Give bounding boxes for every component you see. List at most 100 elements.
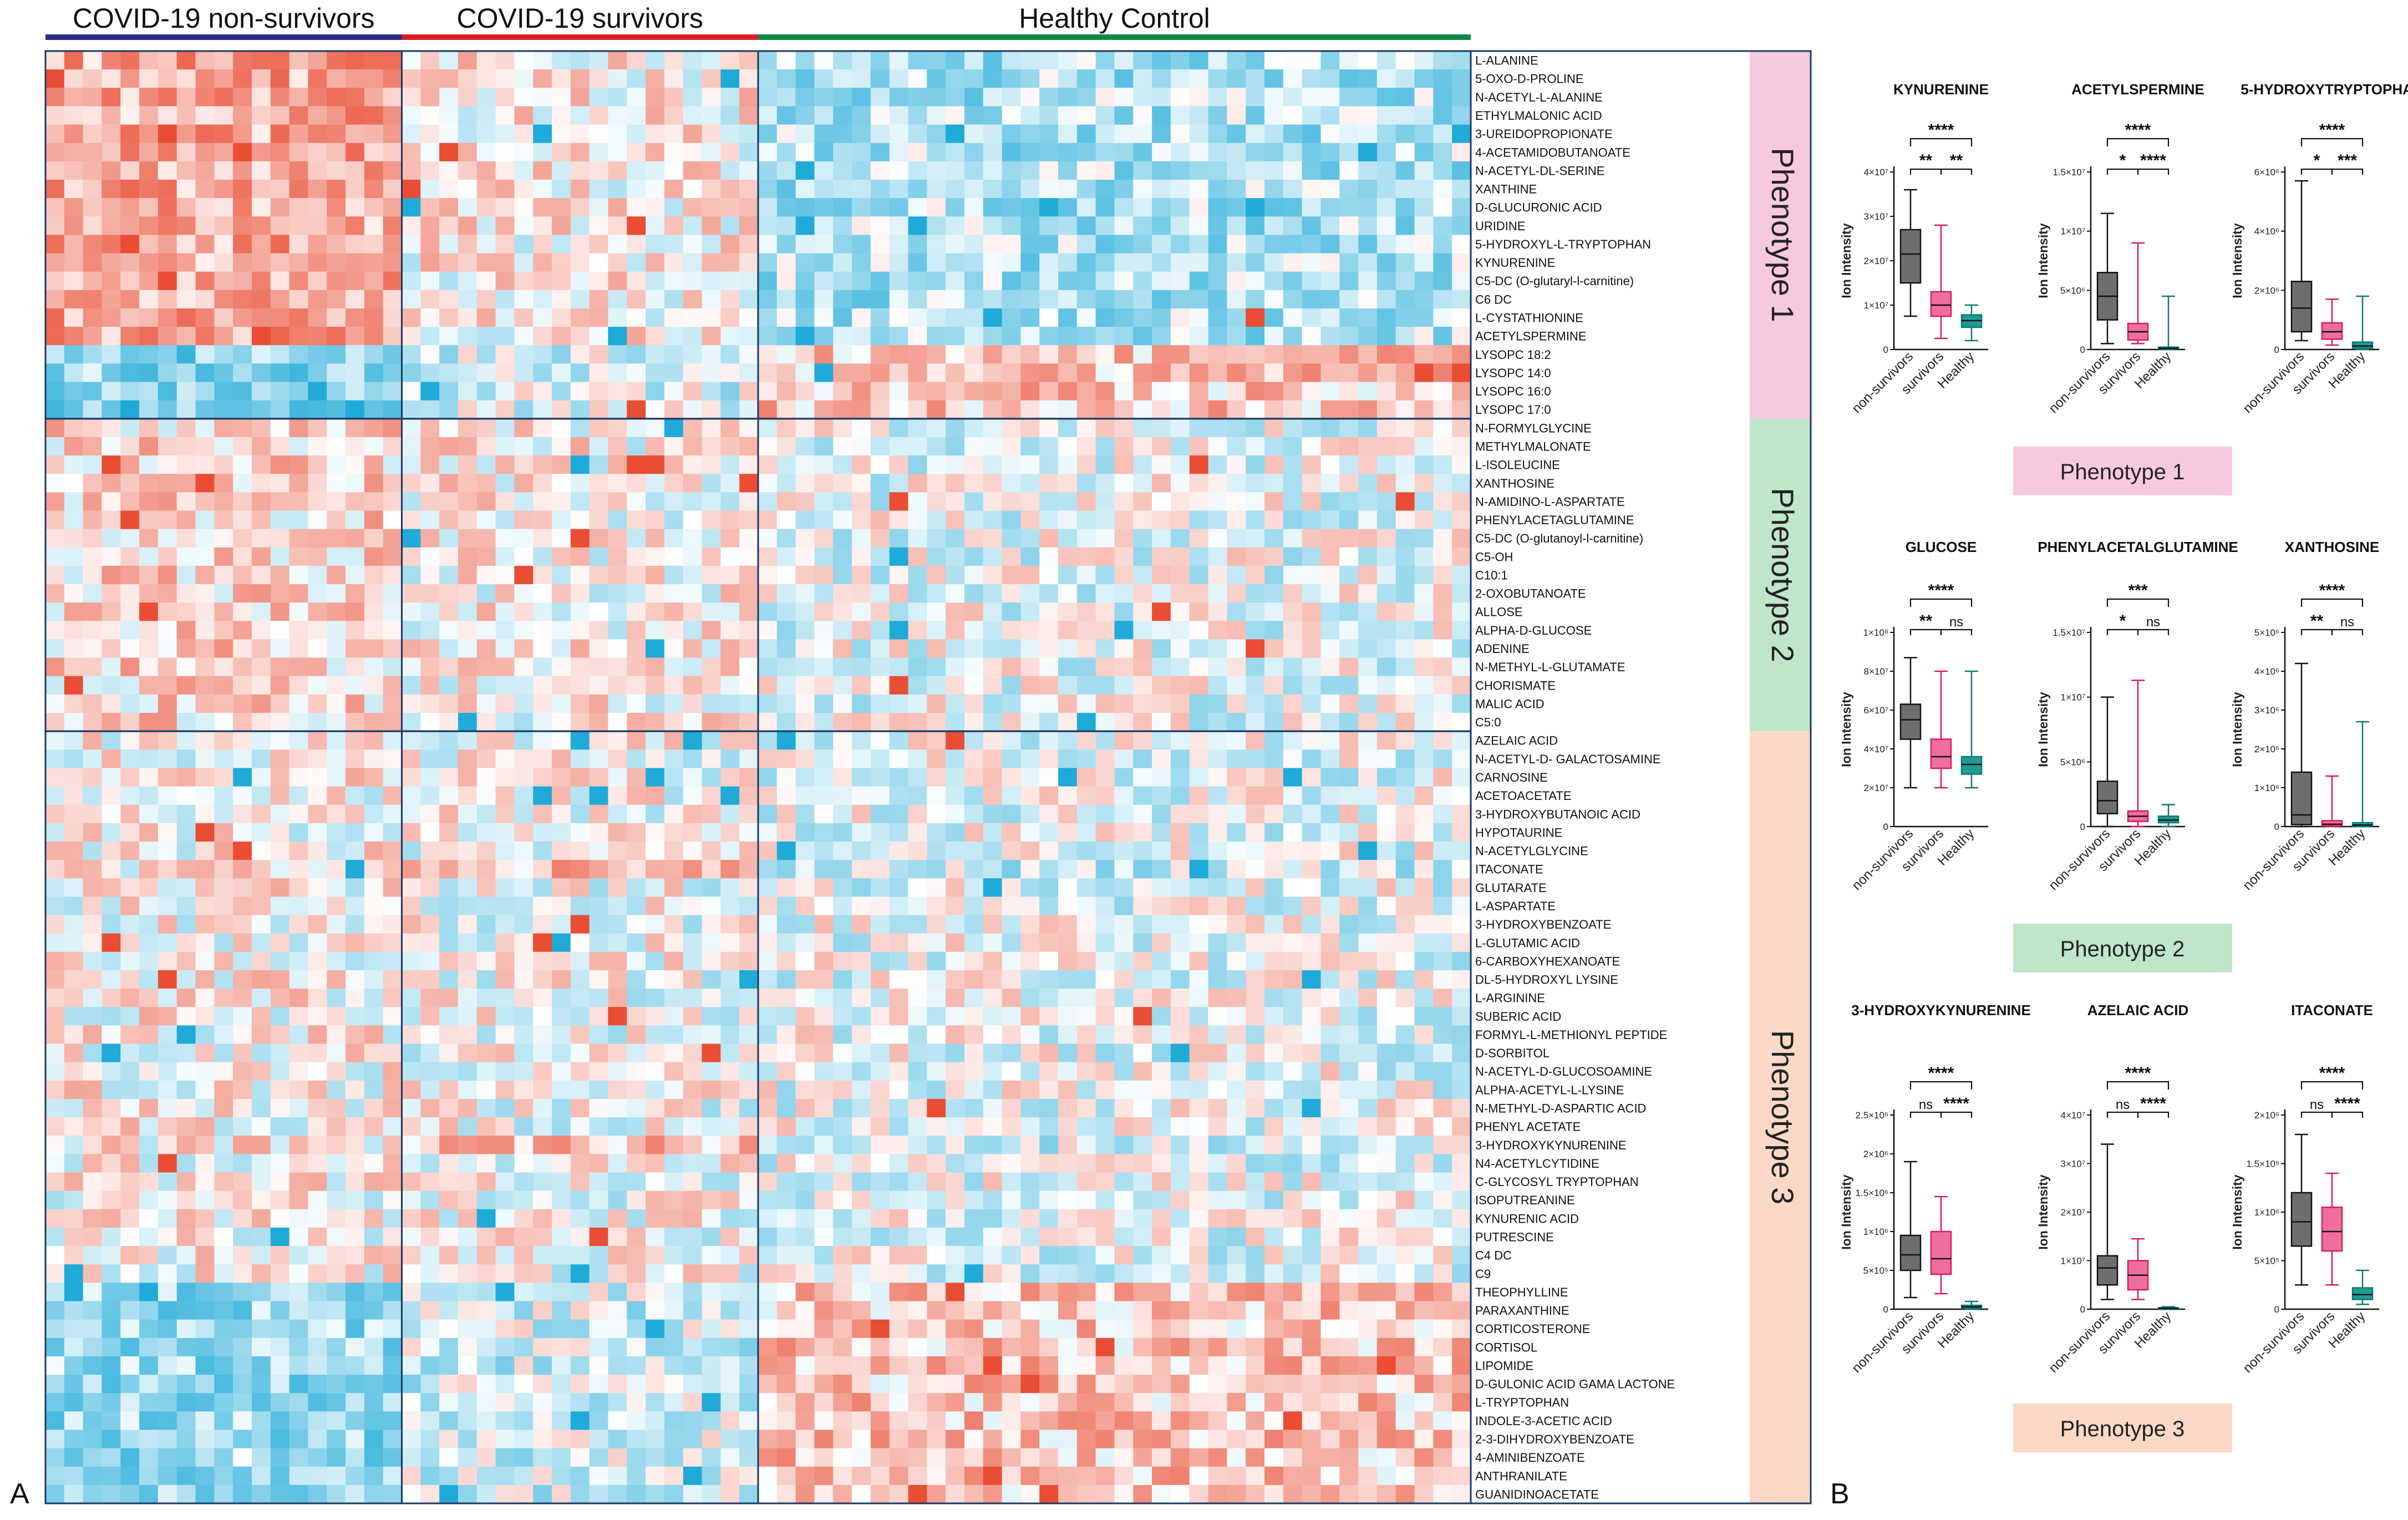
- heatmap-cell: [814, 1025, 834, 1045]
- heatmap-cell: [1020, 1172, 1040, 1192]
- heatmap-cell: [139, 768, 159, 787]
- heatmap-cell: [739, 179, 759, 199]
- heatmap-cell: [776, 124, 796, 144]
- heatmap-cell: [383, 749, 403, 769]
- heatmap-cell: [833, 1154, 852, 1173]
- heatmap-cell: [1058, 896, 1078, 916]
- heatmap-cell: [1358, 1025, 1378, 1045]
- heatmap-cell: [814, 915, 834, 934]
- heatmap-cell: [533, 51, 552, 70]
- heatmap-cell: [101, 804, 121, 824]
- heatmap-cell: [45, 713, 65, 732]
- heatmap-cell: [1058, 69, 1078, 88]
- heatmap-cell: [664, 676, 684, 695]
- heatmap-cell: [683, 216, 703, 235]
- heatmap-cell: [533, 437, 552, 456]
- heatmap-cell: [1246, 382, 1265, 401]
- heatmap-cell: [346, 529, 365, 548]
- heatmap-cell: [1133, 253, 1152, 272]
- heatmap-cell: [458, 749, 477, 769]
- heatmap-cell: [589, 1007, 609, 1026]
- heatmap-cell: [495, 804, 515, 824]
- heatmap-cell: [458, 1190, 477, 1210]
- heatmap-cell: [758, 915, 778, 934]
- heatmap-cell: [608, 1025, 627, 1045]
- metabolite-label: AZELAIC ACID: [1475, 734, 1558, 748]
- heatmap-cell: [608, 1190, 627, 1210]
- heatmap-cell: [1395, 1172, 1415, 1192]
- heatmap-cell: [120, 749, 140, 769]
- heatmap-cell: [420, 345, 440, 364]
- heatmap-cell: [195, 271, 215, 291]
- heatmap-cell: [214, 1209, 233, 1228]
- heatmap-cell: [1133, 1154, 1152, 1173]
- heatmap-cell: [983, 657, 1003, 677]
- heatmap-cell: [214, 1062, 233, 1081]
- heatmap-cell: [402, 933, 421, 952]
- heatmap-cell: [1002, 529, 1022, 548]
- heatmap-cell: [1114, 51, 1134, 70]
- heatmap-cell: [683, 951, 703, 971]
- heatmap-cell: [852, 271, 871, 291]
- heatmap-cell: [552, 198, 571, 217]
- heatmap-cell: [1433, 51, 1452, 70]
- heatmap-cell: [552, 676, 571, 695]
- heatmap-cell: [1302, 731, 1322, 750]
- heatmap-cell: [120, 1227, 140, 1247]
- heatmap-cell: [214, 308, 233, 327]
- heatmap-cell: [814, 363, 834, 383]
- heatmap-cell: [852, 106, 871, 125]
- heatmap-cell: [158, 253, 177, 272]
- heatmap-cell: [627, 713, 646, 732]
- heatmap-cell: [495, 510, 515, 530]
- heatmap-cell: [195, 418, 215, 438]
- heatmap-cell: [214, 216, 233, 235]
- heatmap-cell: [1358, 1098, 1378, 1118]
- heatmap-cell: [270, 235, 290, 254]
- heatmap-cell: [1302, 161, 1322, 180]
- heatmap-cell: [158, 363, 177, 383]
- heatmap-cell: [833, 88, 852, 107]
- metabolite-label: XANTHOSINE: [1475, 477, 1554, 490]
- heatmap-cell: [1095, 1172, 1115, 1192]
- heatmap-cell: [739, 69, 759, 88]
- heatmap-cell: [420, 327, 440, 346]
- heatmap-cell: [495, 308, 515, 327]
- heatmap-cell: [383, 106, 403, 125]
- metabolite-label: N-ACETYL-L-ALANINE: [1475, 90, 1603, 104]
- heatmap-cell: [1039, 621, 1059, 640]
- heatmap-cell: [983, 492, 1003, 511]
- heatmap-cell: [1208, 565, 1227, 585]
- heatmap-cell: [814, 676, 834, 695]
- heatmap-cell: [720, 143, 740, 162]
- heatmap-cell: [946, 161, 965, 180]
- heatmap-cell: [1227, 455, 1246, 474]
- heatmap-cell: [1095, 143, 1115, 162]
- heatmap-cell: [1095, 915, 1115, 934]
- heatmap-cell: [402, 216, 421, 235]
- heatmap-cell: [946, 124, 965, 144]
- heatmap-cell: [683, 382, 703, 401]
- heatmap-cell: [983, 823, 1003, 842]
- heatmap-cell: [270, 1098, 290, 1118]
- heatmap-cell: [552, 1209, 571, 1228]
- heatmap-cell: [176, 878, 196, 898]
- heatmap-cell: [308, 510, 327, 530]
- heatmap-cell: [1152, 179, 1171, 199]
- heatmap-cell: [889, 216, 909, 235]
- heatmap-cell: [101, 161, 121, 180]
- heatmap-cell: [720, 694, 740, 713]
- heatmap-cell: [1058, 382, 1078, 401]
- heatmap-cell: [664, 621, 684, 640]
- heatmap-cell: [270, 179, 290, 199]
- heatmap-cell: [101, 896, 121, 916]
- heatmap-cell: [1095, 161, 1115, 180]
- heatmap-cell: [608, 713, 627, 732]
- heatmap-cell: [1414, 713, 1434, 732]
- heatmap-cell: [346, 1062, 365, 1081]
- heatmap-cell: [552, 565, 571, 585]
- heatmap-cell: [1395, 253, 1415, 272]
- heatmap-cell: [45, 88, 65, 107]
- heatmap-cell: [1076, 786, 1096, 805]
- heatmap-cell: [289, 124, 309, 144]
